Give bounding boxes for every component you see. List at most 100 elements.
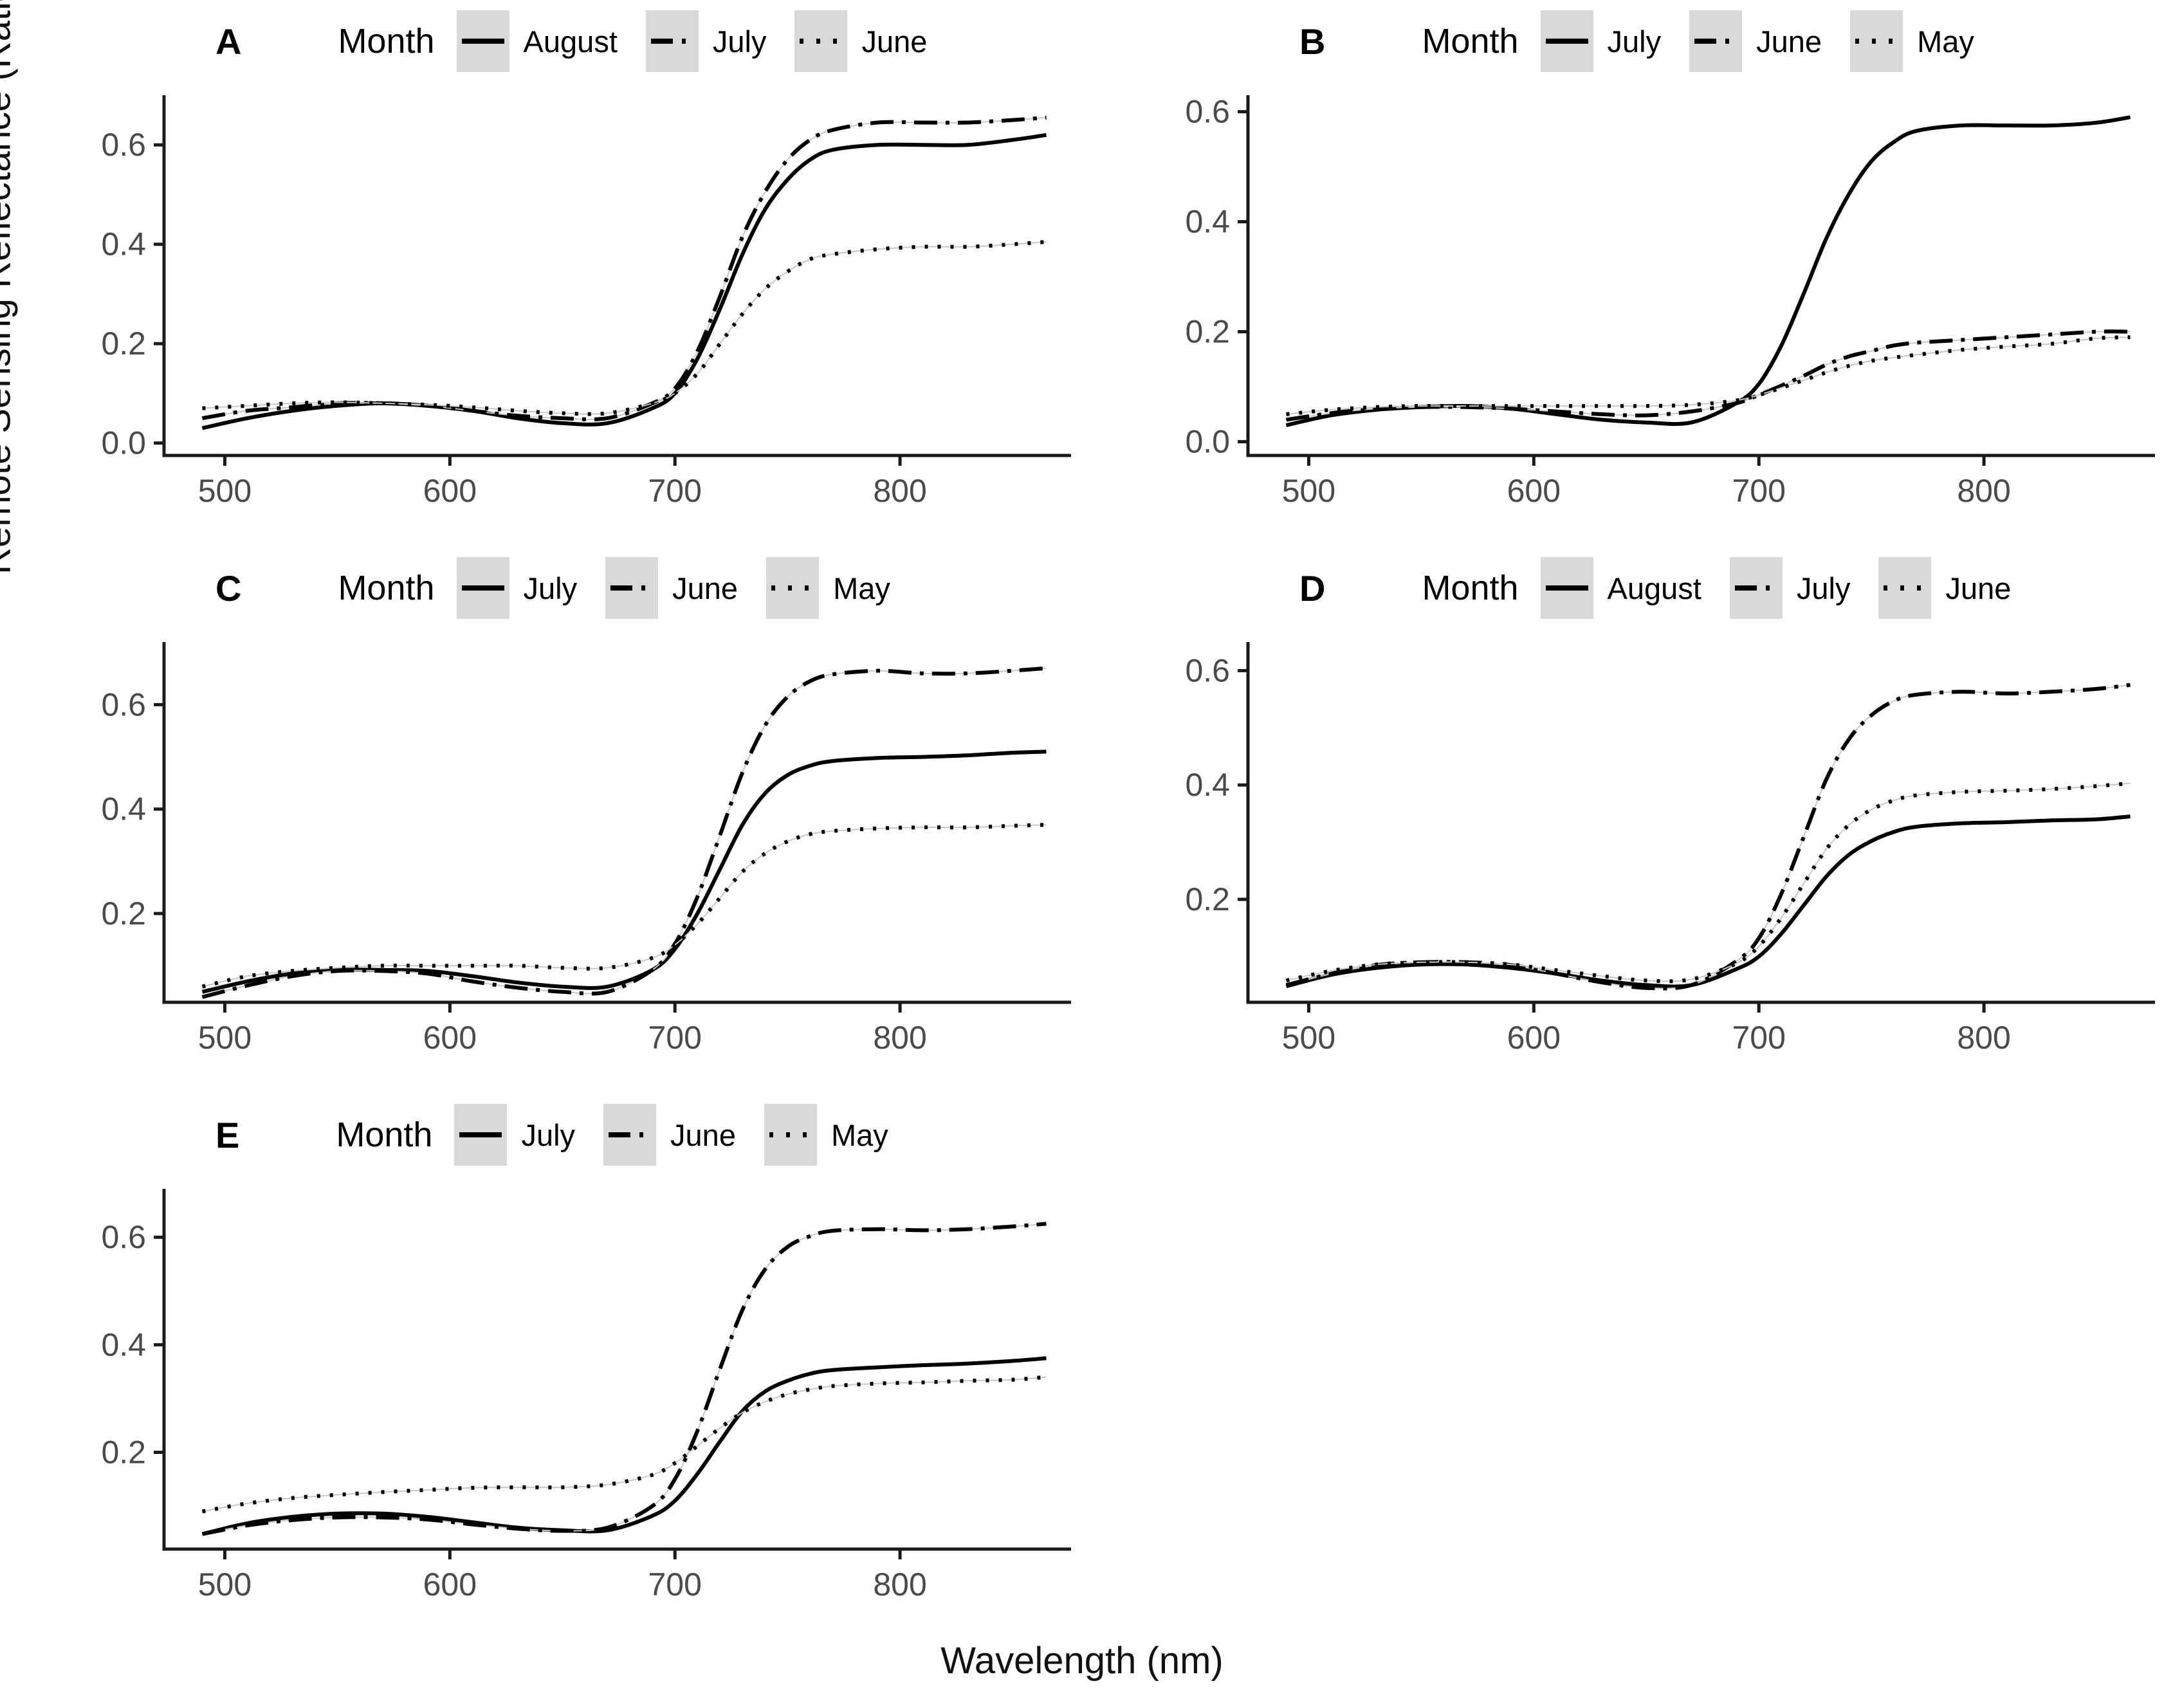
series-underlay-june [202,241,1047,415]
legend-label: June [670,1117,736,1152]
legend-title: Month [336,1116,433,1154]
x-tick-label: 500 [198,1566,252,1602]
series-underlay-june [1286,782,2131,982]
x-tick-label: 700 [648,473,701,509]
x-axis-title: Wavelength (nm) [940,1640,1224,1682]
legend-label: July [521,1117,576,1152]
x-tick-label: 700 [648,1566,701,1602]
series-line-july [201,1356,1047,1536]
series-line-july [201,115,1047,421]
panel-b: B Month July June May 500 600 700 800 0.0 0.2 0.4 0.… [1151,5,2164,539]
legend-item-may: May [1850,10,1974,72]
legend-item-june: June [605,557,738,619]
y-tick-label: 0.4 [1185,767,1230,803]
x-tick-label: 600 [1507,473,1561,509]
series-line-july [1285,115,2131,427]
y-tick-label: 0.6 [101,686,146,722]
series-line-may [201,823,1047,989]
panel-label: B [1299,21,1326,62]
legend: Month August July June [1422,557,2039,619]
legend-title: Month [338,569,435,607]
legend-item-august: August [1540,557,1701,619]
series-underlay-june [202,1223,1047,1535]
legend-label: July [712,24,767,59]
x-tick-label: 500 [198,1020,252,1056]
series-line-june [1285,781,2131,984]
legend-label: May [1917,24,1974,59]
panel-e: E Month July June May 500 600 700 800 0.2 0.4 0.6 [68,1099,1084,1633]
legend-item-july: July [1729,557,1850,619]
x-tick-label: 500 [198,473,252,509]
series-line-july [1285,683,2131,991]
y-tick-label: 0.2 [1185,314,1230,350]
panel-label: A [215,21,242,62]
y-tick-label: 0.2 [1185,881,1230,917]
plot-area-a: 500 600 700 800 0.0 0.2 0.4 0.6 [101,95,1071,509]
x-tick-label: 600 [423,1020,477,1056]
legend-item-june: June [794,10,927,72]
legend-key-dashed-line-icon [1689,10,1743,72]
legend-label: June [861,24,928,59]
series-underlay-june [202,667,1047,998]
plot-area-e: 500 600 700 800 0.2 0.4 0.6 [101,1189,1071,1602]
legend-item-may: May [766,557,890,619]
y-tick-label: 0.4 [1185,204,1230,240]
series-line-june [201,1222,1047,1536]
series-underlay-may [202,1376,1047,1512]
legend-label: August [1607,571,1701,605]
x-tick-label: 800 [873,473,926,509]
series-line-may [201,1375,1047,1514]
series-line-may [1286,335,2131,416]
axis-lines [162,1189,1071,1551]
legend-title: Month [1422,569,1519,607]
legend-item-june: June [1689,10,1822,72]
panel-header: A Month August July June [68,5,1084,77]
legend-label: June [672,571,738,605]
legend-key-dashed-line-icon [603,1104,657,1166]
panel-d: D Month August July June 500 600 700 800 0.2 0.4 0.… [1151,552,2164,1086]
series-underlay-july [202,116,1047,420]
x-tick-label: 600 [423,1566,477,1602]
legend-item-june: June [1878,557,2011,619]
plot-area-b: 500 600 700 800 0.0 0.2 0.4 0.6 [1185,94,2155,509]
panel-header: D Month August July June [1151,552,2164,624]
legend-key-dashed-line-icon [645,10,699,72]
legend-key-dotted-line-icon [1850,10,1903,72]
legend-item-august: August [456,10,618,72]
series-underlay-july [1286,684,2131,989]
panel-header: C Month July June May [68,552,1084,624]
axis-lines [1246,642,2155,1004]
x-tick-label: 800 [873,1020,926,1056]
legend-label: July [523,571,578,605]
y-tick-label: 0.6 [1185,652,1230,688]
legend-key-dashed-line-icon [605,557,659,619]
y-tick-label: 0.4 [101,791,146,827]
legend-label: May [830,1117,888,1152]
panel-label: E [215,1114,240,1155]
series-underlay-may [1286,336,2131,415]
x-tick-label: 800 [873,1566,926,1602]
legend-label: July [1607,24,1662,59]
legend-label: June [1945,571,2012,605]
axis-lines [162,95,1071,457]
panel-label: C [215,567,242,609]
legend-key-dotted-line-icon [764,1104,817,1166]
x-tick-label: 700 [1732,473,1785,509]
legend-key-solid-line-icon [454,1104,508,1166]
legend-item-june: June [603,1104,736,1166]
legend-title: Month [338,22,435,60]
x-tick-label: 700 [648,1020,701,1056]
panel-header: E Month July June May [68,1099,1084,1171]
plot-area-c: 500 600 700 800 0.2 0.4 0.6 [101,642,1071,1056]
legend-item-july: July [456,557,578,619]
series-line-august [201,133,1047,430]
panel-header: B Month July June May [1151,5,2164,77]
legend-key-solid-line-icon [1540,10,1593,72]
axis-lines [1246,95,2155,457]
x-tick-label: 500 [1282,473,1335,509]
series-line-august [1285,814,2131,989]
y-tick-label: 0.6 [1185,94,1230,130]
legend: Month August July June [338,10,955,72]
y-axis-title: Remote Sensing Reflectance (Ratio) [0,0,19,574]
